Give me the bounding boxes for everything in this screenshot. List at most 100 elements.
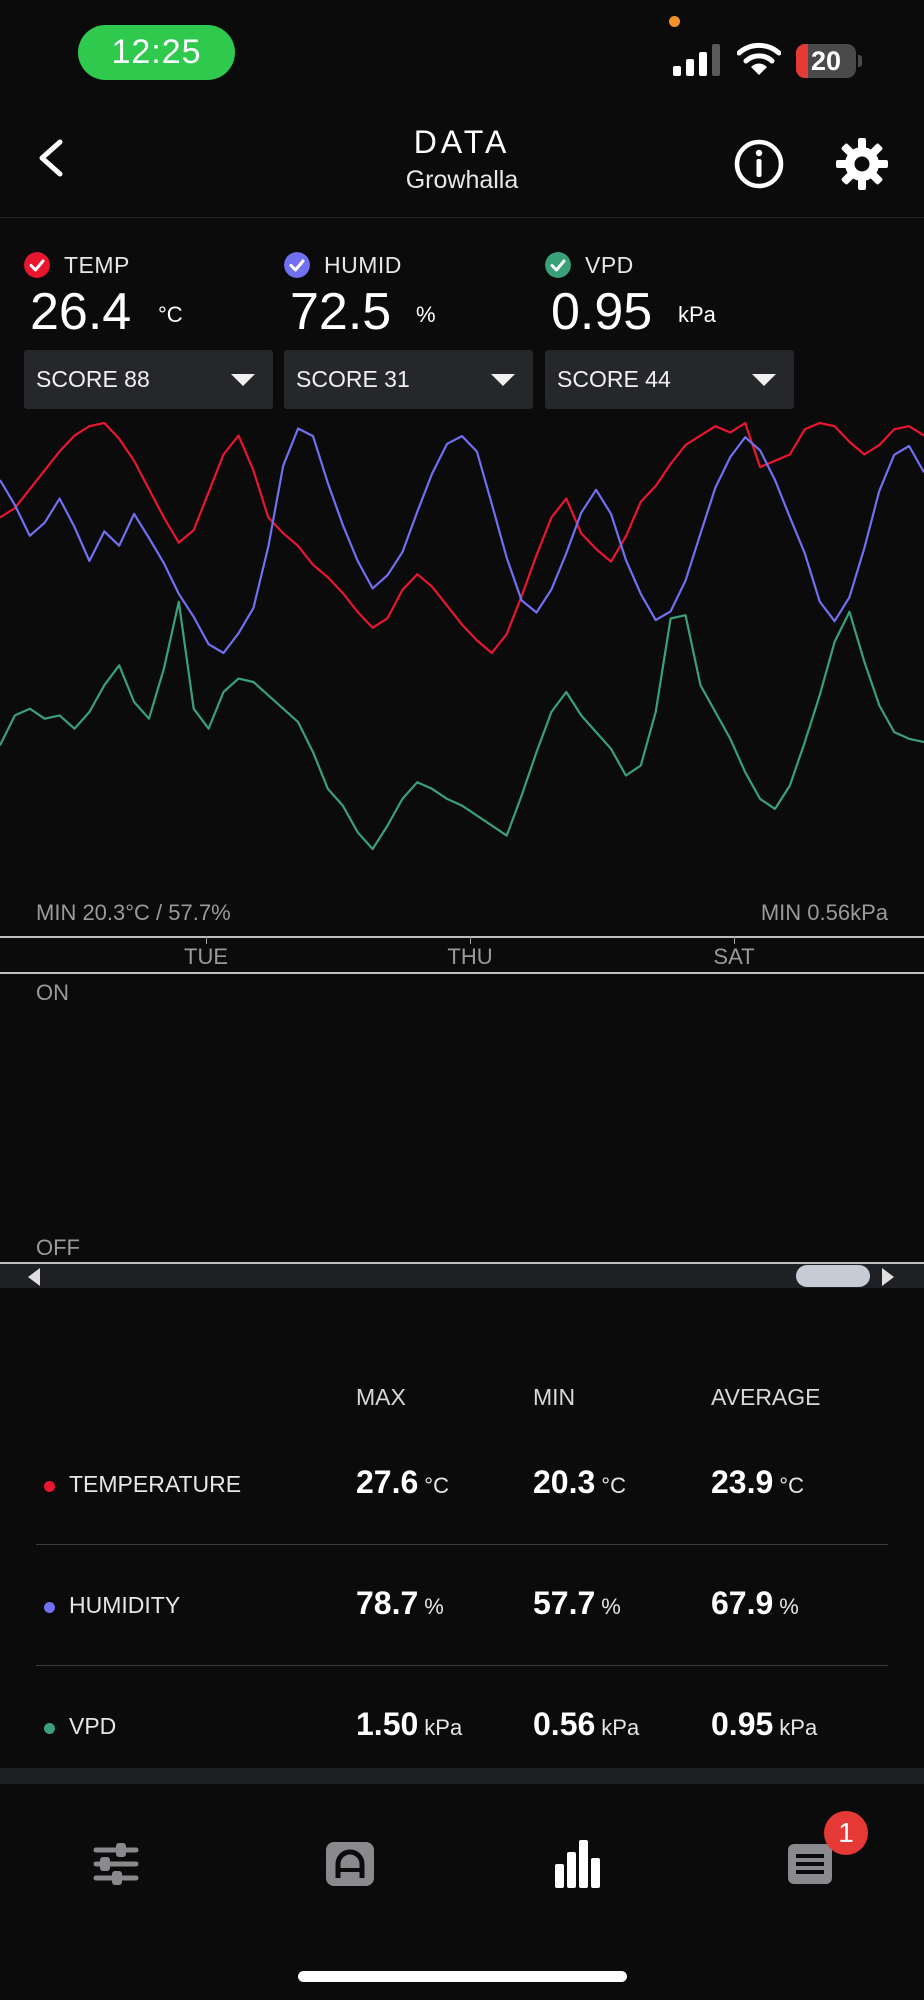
humid-label: HUMID <box>324 252 402 278</box>
metric-vpd: VPD 0.95 kPa <box>545 246 795 341</box>
day-tick <box>470 936 471 944</box>
battery-level-fill <box>796 44 808 78</box>
status-time[interactable]: 12:25 <box>78 25 235 80</box>
temperature-max: 27.6 °C <box>356 1464 449 1501</box>
scroll-right-arrow-icon[interactable] <box>882 1268 894 1286</box>
status-bar: 12:25 20 <box>0 0 924 100</box>
humidity-dot <box>44 1602 55 1613</box>
humidity-min: 57.7% <box>533 1585 621 1622</box>
vpd-avg: 0.95 kPa <box>711 1706 817 1743</box>
humid-check-icon[interactable] <box>284 252 310 278</box>
nav-header: DATA Growhalla <box>0 100 924 218</box>
humid-score-dropdown[interactable]: SCORE 31 <box>284 350 533 409</box>
humid-unit: % <box>416 302 436 327</box>
unit: °C <box>779 1473 804 1498</box>
automation-icon[interactable] <box>320 1834 380 1894</box>
unit: % <box>601 1594 621 1619</box>
caret-down-icon <box>491 374 515 386</box>
caret-down-icon <box>231 374 255 386</box>
home-indicator[interactable] <box>298 1971 627 1982</box>
scroll-thumb[interactable] <box>796 1265 870 1287</box>
value: 20.3 <box>533 1464 596 1500</box>
caret-down-icon <box>752 374 776 386</box>
row-label: VPD <box>69 1713 117 1739</box>
value: 78.7 <box>356 1585 419 1621</box>
humid-value: 72.5 <box>290 283 392 341</box>
stats-row-temperature: TEMPERATURE 27.6 °C 20.3 °C 23.9 °C <box>36 1424 888 1545</box>
chart-scroll-bar[interactable] <box>0 1262 924 1288</box>
metric-humid: HUMID 72.5 % <box>284 246 534 341</box>
gear-icon[interactable] <box>834 136 890 192</box>
day-axis: TUE THU SAT <box>0 936 924 974</box>
battery-icon: 20 <box>796 44 856 78</box>
temp-value: 26.4 <box>30 283 132 341</box>
vpd-label: VPD <box>585 252 634 278</box>
temperature-dot <box>44 1481 55 1492</box>
day-label-sat: SAT <box>713 944 755 969</box>
col-header-min: MIN <box>533 1384 576 1410</box>
sliders-icon[interactable] <box>86 1834 146 1894</box>
vpd-score-dropdown[interactable]: SCORE 44 <box>545 350 794 409</box>
value: 23.9 <box>711 1464 774 1500</box>
day-tick <box>206 936 207 944</box>
unit: kPa <box>424 1715 463 1740</box>
vpd-max: 1.50 kPa <box>356 1706 462 1743</box>
info-icon[interactable] <box>733 138 785 190</box>
battery-percent: 20 <box>810 46 842 76</box>
tab-bar: 1 <box>0 1784 924 2000</box>
value: 27.6 <box>356 1464 419 1500</box>
value: 0.56 <box>533 1706 596 1742</box>
scroll-left-arrow-icon[interactable] <box>28 1268 40 1286</box>
temp-label: TEMP <box>64 252 130 278</box>
unit: °C <box>424 1473 449 1498</box>
col-header-max: MAX <box>356 1384 406 1410</box>
unit: kPa <box>601 1715 640 1740</box>
temp-score-label: SCORE 88 <box>36 366 150 392</box>
humidity-max: 78.7% <box>356 1585 444 1622</box>
series-line-humid <box>0 427 924 655</box>
page-subtitle: Growhalla <box>405 166 519 194</box>
sensor-line-chart[interactable] <box>0 415 924 940</box>
unit: kPa <box>779 1715 818 1740</box>
list-icon[interactable] <box>780 1834 840 1894</box>
chart-min-right-label: MIN 0.56kPa <box>760 900 888 925</box>
back-chevron-icon[interactable] <box>28 130 76 186</box>
col-header-average: AVERAGE <box>711 1384 821 1410</box>
value: 67.9 <box>711 1585 774 1621</box>
vpd-dot <box>44 1723 55 1734</box>
unit: % <box>424 1594 444 1619</box>
day-label-thu: THU <box>447 944 493 969</box>
temperature-avg: 23.9 °C <box>711 1464 804 1501</box>
stats-row-humidity: HUMIDITY 78.7% 57.7% 67.9% <box>36 1545 888 1666</box>
section-divider <box>0 1768 924 1784</box>
row-label: HUMIDITY <box>69 1592 181 1618</box>
value: 57.7 <box>533 1585 596 1621</box>
temp-check-icon[interactable] <box>24 252 50 278</box>
day-label-tue: TUE <box>184 944 228 969</box>
vpd-value: 0.95 <box>551 283 653 341</box>
unit: % <box>779 1594 799 1619</box>
chart-min-left-label: MIN 20.3°C / 57.7% <box>36 900 231 925</box>
battery-tip <box>858 55 862 67</box>
vpd-check-icon[interactable] <box>545 252 571 278</box>
vpd-score-label: SCORE 44 <box>557 366 671 392</box>
cellular-signal-icon <box>673 44 720 76</box>
value: 0.95 <box>711 1706 774 1742</box>
device-off-label: OFF <box>36 1235 80 1260</box>
temp-unit: °C <box>158 302 183 327</box>
vpd-min: 0.56 kPa <box>533 1706 639 1743</box>
series-line-vpd <box>0 600 924 851</box>
humidity-avg: 67.9% <box>711 1585 799 1622</box>
vpd-unit: kPa <box>678 302 716 327</box>
temp-score-dropdown[interactable]: SCORE 88 <box>24 350 273 409</box>
bar-chart-icon[interactable] <box>548 1834 608 1894</box>
day-tick <box>734 936 735 944</box>
value: 1.50 <box>356 1706 419 1742</box>
wifi-icon <box>737 42 781 75</box>
metric-temp: TEMP 26.4 °C <box>24 246 274 341</box>
page-title: DATA <box>413 124 511 160</box>
device-on-label: ON <box>36 980 69 1005</box>
row-label: TEMPERATURE <box>69 1471 242 1497</box>
series-line-temp <box>0 421 924 655</box>
